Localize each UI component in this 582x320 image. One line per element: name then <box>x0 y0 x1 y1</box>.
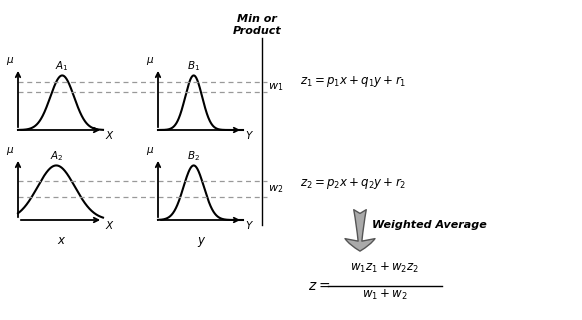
Text: $\mu$: $\mu$ <box>6 55 14 67</box>
Text: x: x <box>57 234 64 247</box>
Text: X: X <box>105 131 112 141</box>
Text: $w_1$: $w_1$ <box>268 81 283 93</box>
Text: $z_2 = p_2 x + q_2 y + r_2$: $z_2 = p_2 x + q_2 y + r_2$ <box>300 176 406 191</box>
Text: $B_1$: $B_1$ <box>187 60 200 73</box>
Text: $w_2$: $w_2$ <box>268 183 283 195</box>
Text: Min or
Product: Min or Product <box>233 14 281 36</box>
Text: $z =$: $z =$ <box>308 279 330 293</box>
Text: $w_1 + w_2$: $w_1 + w_2$ <box>362 288 408 302</box>
Text: $A_2$: $A_2$ <box>49 150 63 164</box>
Text: X: X <box>105 221 112 231</box>
Text: Y: Y <box>245 221 251 231</box>
Text: $\mu$: $\mu$ <box>6 145 14 157</box>
Text: $A_1$: $A_1$ <box>55 60 69 73</box>
Text: y: y <box>197 234 204 247</box>
Text: $\mu$: $\mu$ <box>146 145 154 157</box>
Text: $B_2$: $B_2$ <box>187 150 200 164</box>
Text: $z_1 = p_1 x + q_1 y + r_1$: $z_1 = p_1 x + q_1 y + r_1$ <box>300 74 406 89</box>
Text: Weighted Average: Weighted Average <box>372 220 487 230</box>
Text: Y: Y <box>245 131 251 141</box>
Text: $w_1 z_1 + w_2 z_2$: $w_1 z_1 + w_2 z_2$ <box>350 261 420 275</box>
Text: $\mu$: $\mu$ <box>146 55 154 67</box>
